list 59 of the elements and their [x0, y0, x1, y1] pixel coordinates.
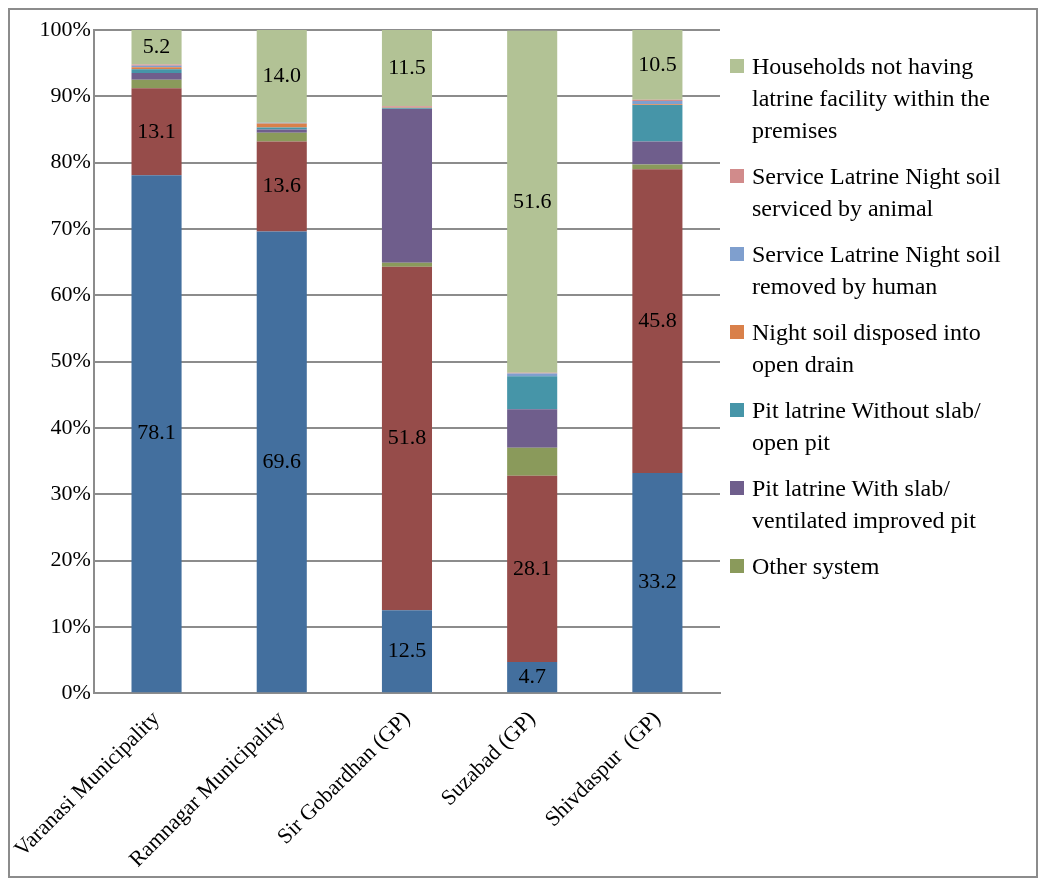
legend-label: Service Latrine Night soil removed by human — [752, 240, 1002, 301]
data-label: 10.5 — [638, 50, 677, 76]
data-label: 13.6 — [262, 172, 302, 198]
legend-label: Other system — [752, 552, 880, 581]
bar — [256, 30, 307, 123]
y-tick-label: 20% — [50, 546, 91, 572]
bar — [632, 30, 683, 100]
bar — [256, 132, 307, 142]
bar — [131, 88, 182, 176]
data-label: 5.2 — [142, 33, 171, 59]
y-tick-label: 50% — [50, 347, 91, 373]
legend-label: Households not having latrine facility within the premises — [752, 52, 991, 145]
bar — [507, 475, 558, 662]
legend-label: Pit latrine Without slab/ open pit — [752, 396, 982, 457]
data-label: 69.6 — [262, 447, 302, 473]
bar — [131, 30, 182, 65]
data-label: 78.1 — [137, 419, 176, 445]
bar — [632, 141, 683, 165]
bar — [131, 175, 182, 693]
bar — [507, 376, 558, 410]
y-tick-label: 10% — [50, 612, 91, 638]
bar — [381, 30, 433, 107]
bar — [632, 169, 683, 473]
data-label: 11.5 — [388, 53, 426, 79]
bar — [507, 30, 558, 373]
legend-label: Pit latrine With slab/ ventilated improved pit — [752, 474, 977, 535]
data-label: 51.8 — [387, 424, 427, 450]
bar — [256, 141, 307, 232]
bar — [632, 100, 683, 105]
data-label: 33.2 — [638, 568, 677, 594]
bar — [632, 472, 683, 693]
data-label: 14.0 — [262, 62, 302, 88]
y-tick-label: 0% — [61, 678, 91, 704]
y-tick-label: 80% — [50, 148, 91, 174]
bar — [507, 409, 558, 448]
bar — [632, 104, 683, 142]
y-tick-label: 30% — [50, 479, 91, 505]
y-tick-label: 60% — [50, 281, 91, 307]
data-label: 13.1 — [137, 117, 176, 143]
bar — [381, 610, 433, 693]
y-tick-label: 90% — [50, 82, 91, 108]
data-label: 12.5 — [387, 636, 427, 662]
y-tick-label: 70% — [50, 214, 91, 240]
data-label: 45.8 — [638, 306, 677, 332]
bar — [256, 231, 307, 693]
bar — [381, 108, 433, 263]
legend-label: Night soil disposed into open drain — [752, 318, 982, 379]
bar — [507, 447, 558, 476]
bar — [131, 73, 182, 80]
bar — [131, 79, 182, 89]
bar — [381, 262, 433, 267]
y-tick-label: 40% — [50, 413, 91, 439]
data-label: 51.6 — [512, 187, 552, 213]
data-label: 4.7 — [518, 662, 546, 688]
bar — [381, 266, 433, 611]
y-tick-label: 100% — [39, 15, 91, 41]
data-label: 28.1 — [512, 554, 552, 580]
bar — [131, 69, 182, 74]
legend-label: Service Latrine Night soil serviced by animal — [752, 162, 1002, 223]
